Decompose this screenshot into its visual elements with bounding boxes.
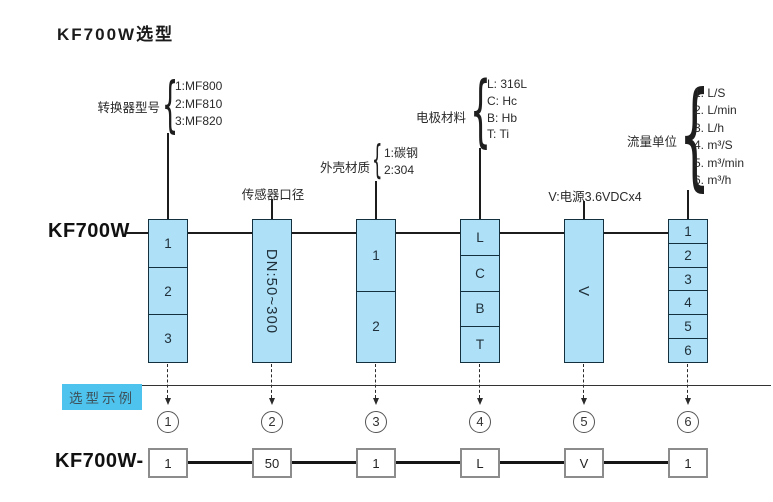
spec-cell: 1 [684, 223, 692, 239]
spec-cell: 3 [149, 314, 187, 362]
option-item: 2. L/min [694, 103, 737, 118]
spec-box-5: V [564, 219, 604, 363]
dashed-connector-6 [687, 364, 689, 398]
option-item: 3:MF820 [175, 114, 223, 128]
option-list-3: 1:碳钢 2:304 [384, 145, 418, 178]
dashed-connector-4 [479, 364, 481, 398]
example-box-3: 1 [356, 448, 396, 478]
column-label-4: 电极材料 [415, 111, 466, 125]
spec-cell: 3 [669, 266, 707, 291]
dashed-connector-5 [583, 364, 585, 398]
example-box-1: 1 [148, 448, 188, 478]
example-connector-line [604, 461, 668, 464]
example-divider-line [142, 385, 771, 386]
down-arrow-icon [268, 398, 275, 405]
example-connector-line [396, 461, 460, 464]
top-connector-2 [271, 199, 273, 220]
down-arrow-icon [684, 398, 691, 405]
spec-cell: 2 [149, 266, 187, 315]
example-connector-line [500, 461, 564, 464]
down-arrow-icon [164, 398, 171, 405]
circled-index-4: 4 [469, 411, 491, 433]
rotated-cell-text: DN:50~300 [263, 248, 281, 334]
circled-index-3: 3 [365, 411, 387, 433]
option-item: 4. m³/S [694, 138, 733, 153]
option-list-4: L: 316L C: Hc B: Hb T: Ti [487, 76, 527, 143]
top-connector-4 [479, 148, 481, 220]
column-label-1: 转换器型号 [97, 101, 160, 115]
option-item: 2:MF810 [175, 96, 223, 111]
rotated-cell-text: V [575, 285, 593, 297]
option-item: 5. m³/min [694, 155, 745, 170]
column-label-6: 流量单位 [626, 135, 677, 149]
example-connector-line [292, 461, 356, 464]
spec-cell: 1 [164, 235, 172, 251]
spec-cell: V [565, 220, 603, 362]
circled-index-2: 2 [261, 411, 283, 433]
example-box-5: V [564, 448, 604, 478]
brace-3: { [372, 138, 383, 184]
brace-4: { [470, 65, 491, 157]
brace-1: { [162, 69, 179, 140]
option-item: T: Ti [487, 127, 510, 142]
option-item: 2:304 [384, 162, 415, 177]
spec-cell: 4 [669, 290, 707, 314]
down-arrow-icon [476, 398, 483, 405]
option-item: B: Hb [487, 110, 518, 125]
example-box-4: L [460, 448, 500, 478]
option-list-6: 1. L/S 2. L/min 3. L/h 4. m³/S 5. m³/min 6. m… [694, 85, 744, 189]
down-arrow-icon [372, 398, 379, 405]
down-arrow-icon [580, 398, 587, 405]
option-item: 6. m³/h [694, 172, 732, 187]
spec-cell: 2 [669, 242, 707, 267]
column-label-5: V:电源3.6VDCx4 [548, 190, 642, 204]
example-box-6: 1 [668, 448, 708, 478]
spec-cell: T [461, 326, 499, 362]
option-item: 1:碳钢 [384, 146, 419, 160]
top-connector-6 [687, 190, 689, 220]
example-code-prefix: KF700W- [55, 450, 144, 472]
spec-cell: B [461, 290, 499, 327]
spec-cell: 5 [669, 314, 707, 338]
spec-cell: C [461, 254, 499, 291]
dashed-connector-1 [167, 364, 169, 398]
example-connector-line [188, 461, 252, 464]
option-item: 3. L/h [694, 120, 725, 135]
option-item: 1. L/S [694, 86, 726, 100]
top-connector-1 [167, 133, 169, 220]
column-label-3: 外壳材质 [319, 161, 370, 175]
spec-cell: 2 [357, 290, 395, 363]
spec-cell: 1 [372, 247, 380, 263]
spec-cell: 6 [669, 338, 707, 362]
spec-cell: DN:50~300 [253, 220, 291, 362]
main-code-line [126, 232, 688, 234]
circled-index-1: 1 [157, 411, 179, 433]
model-label: KF700W [48, 220, 130, 242]
dashed-connector-2 [271, 364, 273, 398]
option-item: C: Hc [487, 93, 517, 108]
dashed-connector-3 [375, 364, 377, 398]
column-label-2: 传感器口径 [241, 188, 305, 202]
spec-cell: L [476, 229, 484, 245]
circled-index-6: 6 [677, 411, 699, 433]
example-box-2: 50 [252, 448, 292, 478]
page-title: KF700W选型 [57, 25, 175, 44]
option-item: L: 316L [487, 77, 528, 91]
example-section-label: 选型示例 [62, 384, 142, 410]
circled-index-5: 5 [573, 411, 595, 433]
option-item: 1:MF800 [175, 79, 223, 93]
spec-box-2: DN:50~300 [252, 219, 292, 363]
option-list-1: 1:MF800 2:MF810 3:MF820 [175, 78, 222, 131]
top-connector-3 [375, 181, 377, 220]
brace-6: { [679, 67, 711, 203]
top-connector-5 [583, 201, 585, 220]
